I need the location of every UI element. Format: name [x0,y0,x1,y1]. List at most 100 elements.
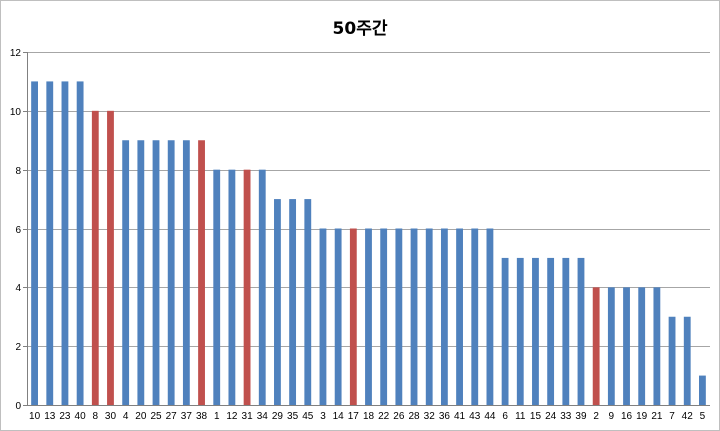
bar [304,199,312,405]
x-tick-label: 8 [93,411,99,422]
x-tick-label: 3 [320,411,326,422]
x-tick-label: 32 [424,411,436,422]
bar [274,199,281,405]
bar [243,169,251,405]
y-tick-label: 2 [15,342,21,353]
x-tick-label: 1 [214,411,220,422]
bar [61,81,69,406]
x-tick-label: 4 [123,411,129,422]
x-tick-label: 37 [181,411,193,422]
bar [349,228,357,405]
bar [167,140,175,405]
bar [395,228,403,405]
bar [31,81,38,406]
y-tick-label: 12 [10,48,22,59]
bar [683,316,691,405]
bar [91,110,99,405]
bar [182,140,190,405]
x-tick-label: 19 [636,411,648,422]
x-tick-label: 35 [287,411,299,422]
x-tick-label: 5 [700,411,706,422]
bar [668,316,676,405]
bar [258,169,266,405]
bar [638,287,646,405]
bar [198,140,205,405]
chart-title: 50주간 [333,19,388,39]
x-tick-label: 14 [333,411,345,422]
x-tick-label: 10 [29,411,41,422]
x-tick-label: 20 [135,411,147,422]
x-tick-label: 28 [408,411,420,422]
x-tick-label: 41 [454,411,466,422]
x-tick-label: 31 [242,411,254,422]
x-tick-label: 27 [166,411,178,422]
bar [623,287,630,405]
bars [31,81,706,406]
bar [562,257,570,405]
bar [592,287,600,405]
x-tick-label: 39 [575,411,587,422]
x-tick-label: 17 [348,411,360,422]
bar [319,228,327,405]
bar [289,199,297,405]
x-tick-label: 30 [105,411,117,422]
x-tick-label: 38 [196,411,208,422]
y-tick-label: 4 [15,283,21,294]
bar [410,228,418,405]
bar [107,110,114,405]
y-tick-label: 6 [15,225,21,236]
x-tick-label: 36 [439,411,451,422]
x-tick-label: 12 [226,411,238,422]
x-tick-label: 25 [150,411,162,422]
x-tick-label: 6 [502,411,508,422]
bar [456,228,463,405]
bar [607,287,615,405]
bar [699,375,706,405]
x-tick-label: 40 [75,411,87,422]
bar [228,169,236,405]
bar [547,257,555,405]
x-tick-label: 16 [621,411,633,422]
axes [23,52,710,406]
bar [577,257,585,405]
x-tick-label: 33 [560,411,572,422]
bar [501,257,509,405]
x-tick-label: 44 [484,411,496,422]
x-tick-label: 11 [515,411,526,422]
bar [46,81,54,406]
y-tick-labels: 0 2 4 6 8 10 12 [10,48,22,412]
bar [440,228,448,405]
x-tick-labels: 10 13 23 40 8 30 4 20 25 27 37 38 1 12 31 34 29 35 45 3 14 17… [29,411,706,422]
x-tick-label: 29 [272,411,284,422]
bar [122,140,130,405]
bar [365,228,372,405]
x-tick-label: 43 [469,411,481,422]
x-tick-label: 7 [669,411,675,422]
bar [653,287,661,405]
x-tick-label: 23 [59,411,71,422]
bar [334,228,342,405]
x-tick-label: 9 [609,411,615,422]
x-tick-label: 18 [363,411,375,422]
bar [425,228,433,405]
bar [516,257,524,405]
y-tick-label: 0 [15,401,21,412]
x-tick-label: 34 [257,411,269,422]
bar [471,228,479,405]
x-tick-label: 21 [651,411,663,422]
bar [532,257,539,405]
bar [213,169,221,405]
x-tick-label: 24 [545,411,557,422]
x-tick-label: 42 [682,411,694,422]
bar [486,228,494,405]
x-tick-label: 26 [393,411,405,422]
bar [152,140,160,405]
bar [380,228,388,405]
x-tick-label: 13 [44,411,56,422]
y-tick-label: 8 [15,166,21,177]
x-tick-label: 22 [378,411,390,422]
x-tick-label: 2 [593,411,599,422]
bar [137,140,145,405]
